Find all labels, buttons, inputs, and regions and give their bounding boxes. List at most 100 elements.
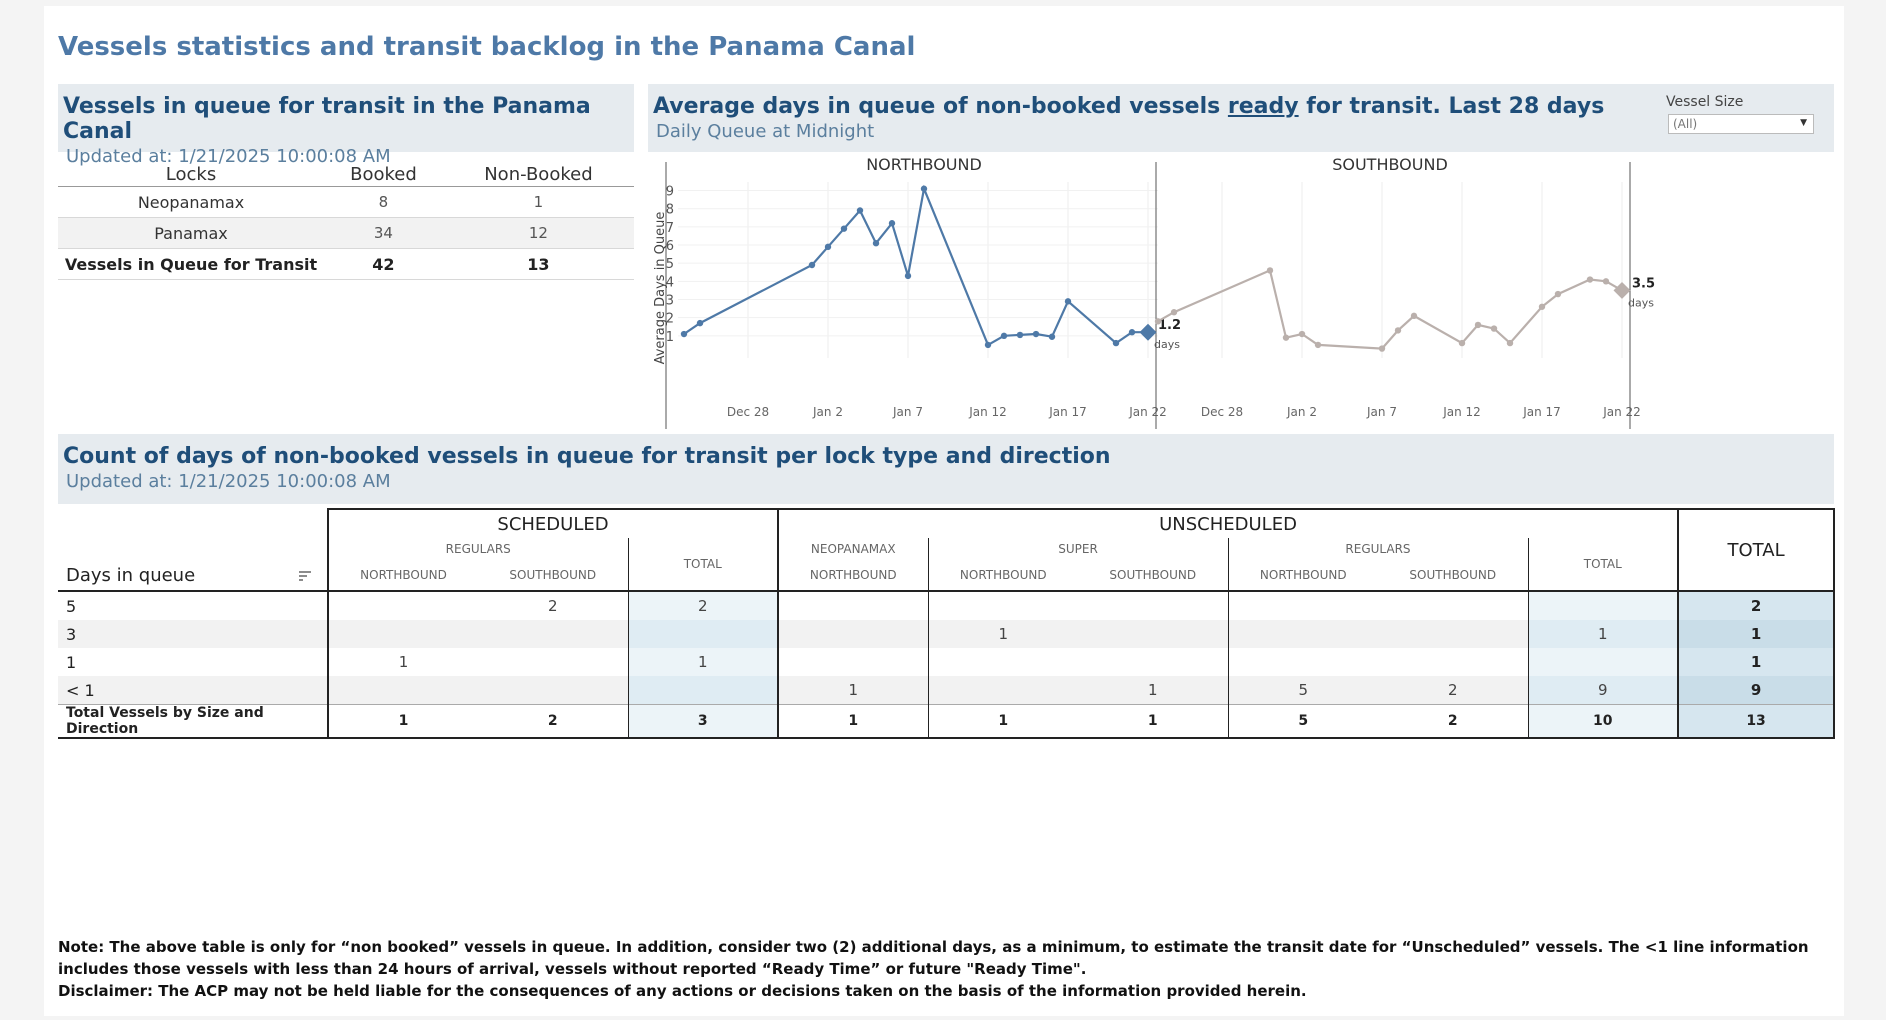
total-cell (627, 676, 778, 705)
count-cell: 1 (327, 648, 478, 676)
total-cell: 9 (1527, 676, 1679, 705)
sub-super: SUPER (927, 538, 1228, 560)
data-point (680, 330, 688, 338)
series-line (683, 184, 1148, 347)
count-cell: 2 (1378, 704, 1528, 739)
y-tick-label: 4 (666, 275, 674, 290)
total-cell: 1 (627, 648, 778, 676)
count-cell (777, 591, 928, 620)
dir-northbound: NORTHBOUND (927, 560, 1078, 592)
dir-northbound: NORTHBOUND (327, 560, 478, 592)
data-point (1266, 267, 1274, 274)
notes: Note: The above table is only for “non b… (58, 936, 1828, 1002)
count-cell (478, 648, 628, 676)
chart-title-ready: ready (1227, 94, 1299, 119)
count-cell: 2 (1378, 676, 1528, 705)
count-cell (1078, 620, 1228, 648)
x-tick-label: Jan 12 (968, 405, 1007, 419)
data-point (856, 207, 864, 214)
group-scheduled: SCHEDULED (327, 508, 778, 538)
data-point (696, 319, 704, 327)
data-point (920, 185, 928, 192)
total-row: Vessels in Queue for Transit 42 13 (58, 248, 634, 280)
lock-name: Panamax (58, 217, 324, 249)
count-cell (1378, 620, 1528, 648)
grand-total-cell: 1 (1677, 648, 1836, 676)
table-row: 5 2 2 2 (58, 591, 1836, 620)
count-title: Count of days of non-booked vessels in q… (63, 444, 1111, 469)
x-tick-label: Dec 28 (727, 405, 769, 419)
count-cell (1378, 591, 1528, 620)
page-title: Vessels statistics and transit backlog i… (58, 32, 916, 62)
y-tick-label: 7 (666, 221, 674, 236)
count-cell (327, 676, 478, 705)
panel-header: SOUTHBOUND (1332, 155, 1448, 174)
x-tick-label: Jan 22 (1128, 405, 1167, 419)
count-cell (1078, 648, 1228, 676)
queue-table: Locks Booked Non-Booked Neopanamax 8 1 P… (58, 162, 634, 280)
count-cell (478, 620, 628, 648)
chevron-down-icon: ▼ (1800, 118, 1807, 128)
table-row: Panamax 34 12 (58, 217, 634, 249)
vessel-size-value: (All) (1673, 117, 1698, 131)
x-tick-label: Jan 7 (892, 405, 923, 419)
queue-title: Vessels in queue for transit in the Pana… (63, 94, 591, 144)
end-unit-label: days (1628, 296, 1654, 309)
y-tick-label: 6 (666, 239, 674, 254)
count-header-band: Count of days of non-booked vessels in q… (58, 434, 1834, 504)
data-point (1602, 278, 1610, 285)
booked-count: 8 (324, 186, 443, 218)
count-cell (1227, 648, 1378, 676)
booked-count: 34 (324, 217, 443, 249)
chart-subtitle: Daily Queue at Midnight (656, 121, 875, 142)
count-cell (1227, 591, 1378, 620)
data-point (1064, 298, 1072, 305)
line-charts: NORTHBOUND Dec 28 Jan 2 Jan 7 Jan 12 Jan 17 Ja… (653, 155, 1655, 429)
data-point (1554, 290, 1562, 298)
sub-neopanamax: NEOPANAMAX (777, 538, 928, 560)
sub-regulars: REGULARS (327, 538, 628, 560)
data-point (1112, 339, 1120, 347)
col-grand-total: TOTAL (1677, 508, 1836, 592)
count-cell: 1 (927, 620, 1078, 648)
count-cell: 2 (478, 704, 628, 739)
total-cell: 3 (627, 704, 778, 739)
data-point (1000, 332, 1008, 340)
y-axis-label: Average Days in Queue (653, 212, 668, 365)
x-tick-label: Jan 2 (812, 405, 843, 419)
data-point (1170, 309, 1178, 316)
x-tick-label: Dec 28 (1201, 405, 1243, 419)
data-point (1016, 331, 1024, 339)
data-point (888, 220, 896, 227)
count-cell (927, 591, 1078, 620)
col-nonbooked: Non-Booked (442, 162, 634, 187)
data-point (840, 225, 848, 232)
total-booked: 42 (324, 248, 443, 280)
data-point (1586, 276, 1594, 283)
x-tick-label: Jan 22 (1602, 405, 1641, 419)
chart-title-text-end: for transit. Last 28 days (1298, 94, 1605, 119)
count-cell: 1 (927, 704, 1078, 739)
col-locks: Locks (58, 162, 324, 187)
sort-icon[interactable] (299, 566, 311, 587)
data-point (1378, 345, 1386, 352)
end-unit-label: days (1154, 338, 1180, 351)
data-point (824, 243, 832, 251)
y-tick-label: 1 (666, 330, 674, 345)
nonbooked-count: 12 (442, 217, 634, 249)
count-cell (1227, 620, 1378, 648)
days-in-queue-header: Days in queue (58, 560, 328, 592)
group-unscheduled: UNSCHEDULED (776, 508, 1679, 538)
vessel-size-dropdown[interactable]: (All) ▼ (1668, 114, 1814, 134)
sub-regulars-unscheduled: REGULARS (1227, 538, 1528, 560)
total-cell (627, 620, 778, 648)
data-point (1282, 334, 1290, 341)
total-nonbooked: 13 (442, 248, 634, 280)
note-text: Note: The above table is only for “non b… (58, 938, 1809, 978)
y-tick-label: 2 (666, 312, 674, 327)
total-label: Total Vessels by Size and Direction (58, 704, 328, 739)
days-in-queue-label: Days in queue (66, 564, 196, 586)
count-table: SCHEDULED UNSCHEDULED TOTAL REGULARS TOT… (58, 508, 1836, 739)
